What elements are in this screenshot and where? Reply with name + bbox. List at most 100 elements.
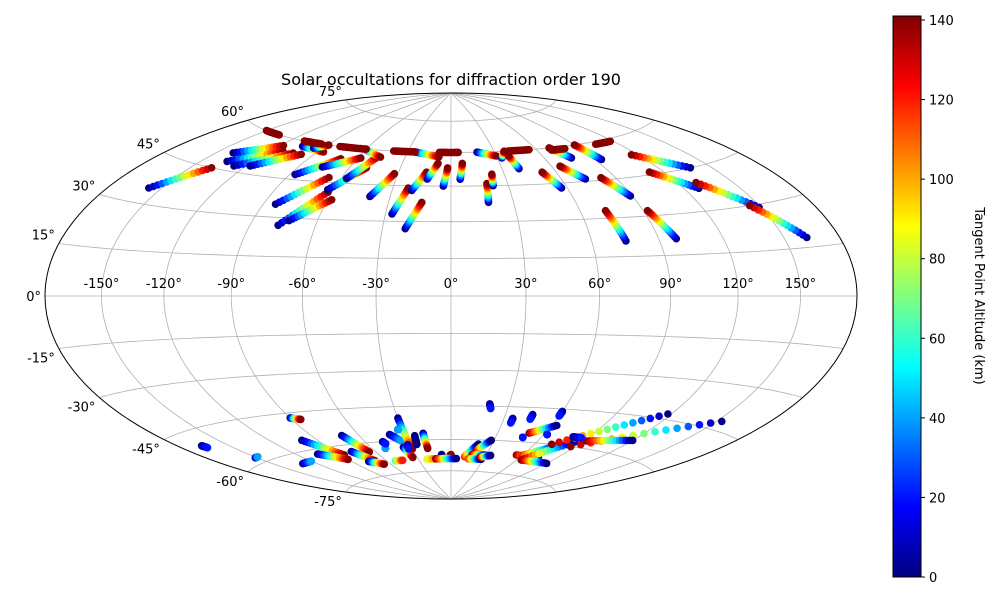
chart-title: Solar occultations for diffraction order… [281,70,621,89]
occultation-point [692,178,700,187]
occultation-point [344,455,352,464]
occultation-point [662,426,670,434]
occultation-point [587,429,595,438]
parallel-line [163,152,739,187]
longitude-tick-label: -90° [217,277,245,292]
occultation-point [362,145,371,153]
occultation-point [718,417,726,426]
occultation-point [488,170,496,178]
occultation-point [376,153,385,161]
data-points [145,126,811,469]
occultation-point [629,419,637,427]
longitude-tick-label: 0° [444,277,459,292]
occultation-point [612,423,620,431]
latitude-tick-label: 30° [72,180,95,195]
occultation-point [543,430,551,439]
latitude-tick-label: 60° [221,105,244,120]
longitude-tick-label: -120° [146,277,182,292]
occultation-point [655,412,663,421]
occultation-point [325,173,333,182]
occultation-point [640,429,648,438]
occultation-point [645,168,654,176]
occultation-point [525,145,533,154]
occultation-point [706,419,715,427]
longitude-tick-label: -150° [83,277,119,292]
latitude-tick-label: -60° [216,475,244,490]
colorbar-tick-label: 40 [929,412,946,427]
occultation-point [576,440,585,449]
occultation-point [207,164,216,172]
parallel-line [58,333,844,349]
occultation-point [542,459,551,468]
parallel-line [58,243,844,259]
occultation-point [553,421,561,430]
latitude-tick-label: 0° [26,290,41,305]
latitude-tick-label: -45° [132,443,160,458]
occultation-point [606,137,615,146]
occultation-point [404,445,413,453]
occultation-point [695,421,704,429]
grid-lines [45,93,857,499]
occultation-point [506,419,515,427]
occultation-point [563,436,571,444]
occultation-point [601,206,610,215]
latitude-tick-label: 15° [32,228,55,243]
occultation-point [570,141,579,149]
occultation-point [381,439,390,448]
latitude-tick-label: -75° [314,495,342,510]
parallel-line [345,99,557,122]
occultation-point [357,154,365,162]
occultation-point [538,168,546,176]
occultation-point [279,141,288,150]
occultation-point [566,442,575,451]
occultation-point [410,431,419,440]
occultation-point [483,179,491,188]
colorbar-tick-label: 20 [929,491,946,506]
parallel-line [99,369,803,398]
occultation-point [394,425,402,434]
occultation-point [275,131,284,139]
parallel-line [99,194,803,223]
longitude-tick-label: 30° [514,277,537,292]
colorbar-tick-label: 60 [929,332,946,347]
occultation-point [684,422,693,431]
occultation-point [664,410,672,418]
colorbar-tick-label: 80 [929,253,946,268]
occultation-point [458,159,467,168]
occultation-point [409,453,417,462]
occultation-point [327,196,336,204]
occultation-point [380,460,389,469]
occultation-point [418,198,426,207]
occultation-point [547,440,556,449]
colorbar-tick-label: 0 [929,571,937,586]
latitude-tick-label: -30° [68,401,96,416]
occultation-point [577,434,586,442]
colorbar-tick-label: 100 [929,173,954,188]
occultation-point [526,415,534,424]
colorbar-tick-label: 120 [929,94,954,109]
occultation-point [253,453,262,461]
occultation-point [317,140,326,148]
occultation-point [486,404,495,413]
longitude-tick-label: 150° [785,277,816,292]
occultation-point [297,150,306,159]
occultation-point [423,444,432,453]
latitude-tick-label: 45° [137,137,160,152]
occultation-point [398,456,407,465]
occultation-point [595,427,603,436]
occultation-point [434,159,442,168]
longitude-tick-label: -60° [289,277,317,292]
occultation-point [620,421,629,429]
parallel-line [247,439,655,473]
longitude-tick-labels: -150° -120° -90° -60° -30° 0° 30° 60° 90° 120° 150… [83,277,816,292]
longitude-tick-label: 90° [659,277,682,292]
occultation-point [307,457,316,466]
longitude-tick-label: 120° [722,277,753,292]
occultation-point [627,151,636,159]
colorbar-ticks: 0 20 40 60 80 100 120 140 [921,14,954,586]
occultation-point [555,412,563,420]
occultation-point [637,416,646,425]
parallel-line [345,470,557,493]
occultation-point [325,141,333,149]
occultation-point [397,436,405,445]
